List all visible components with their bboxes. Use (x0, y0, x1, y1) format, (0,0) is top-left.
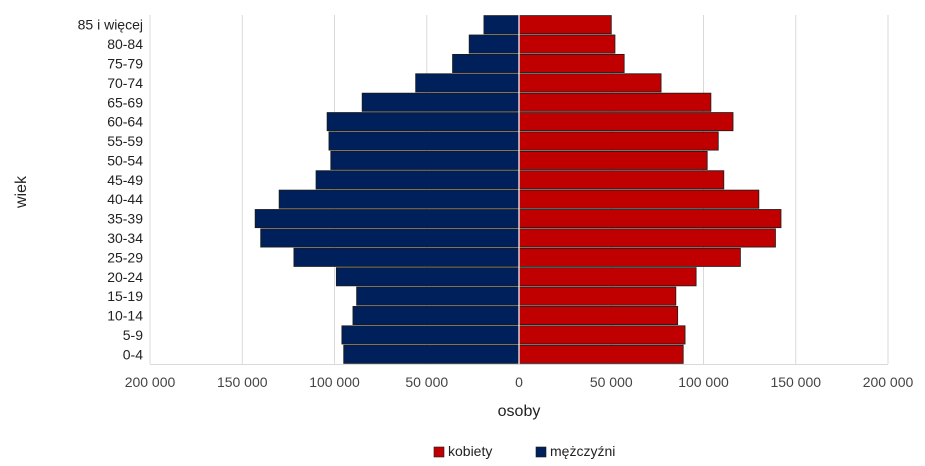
bar-kobiety (518, 325, 686, 345)
bar-mezczyzni (468, 34, 520, 54)
bar-kobiety (518, 131, 719, 151)
y-tick-label: 65-69 (107, 94, 143, 110)
bar-mezczyzni (330, 150, 520, 170)
bar-kobiety (518, 170, 725, 190)
y-tick-label: 45-49 (107, 172, 143, 188)
y-tick-label: 20-24 (107, 269, 143, 285)
bar-mezczyzni (315, 170, 520, 190)
bar-kobiety (518, 306, 679, 326)
y-tick-label: 35-39 (107, 211, 143, 227)
x-axis-title: osoby (498, 403, 541, 420)
x-tick-label: 150 000 (217, 374, 268, 390)
x-tick-label: 200 000 (125, 374, 176, 390)
legend-label: kobiety (448, 443, 492, 459)
y-tick-label: 75-79 (107, 55, 143, 71)
bar-mezczyzni (335, 267, 520, 287)
x-tick-label: 200 000 (863, 374, 914, 390)
bar-kobiety (518, 344, 684, 364)
grid (149, 15, 889, 364)
y-tick-label: 85 i więcej (78, 17, 143, 33)
y-axis-title: wiek (13, 175, 30, 209)
bar-mezczyzni (254, 209, 520, 229)
y-tick-label: 10-14 (107, 308, 143, 324)
legend-swatch (433, 446, 445, 458)
bar-kobiety (518, 150, 708, 170)
bar-kobiety (518, 112, 734, 132)
x-tick-label: 150 000 (770, 374, 821, 390)
y-tick-label: 30-34 (107, 230, 143, 246)
legend: kobiety mężczyźni (433, 443, 615, 459)
bars (254, 15, 782, 364)
bar-kobiety (518, 34, 616, 54)
y-tick-label: 25-29 (107, 249, 143, 265)
bar-kobiety (518, 267, 697, 287)
y-tick-label: 0-4 (123, 346, 143, 362)
x-tick-label: 50 000 (590, 374, 633, 390)
bar-kobiety (518, 189, 760, 209)
bar-mezczyzni (415, 73, 520, 93)
x-tick-label: 0 (515, 374, 523, 390)
bar-kobiety (518, 92, 712, 112)
y-tick-label: 55-59 (107, 133, 143, 149)
bar-mezczyzni (278, 189, 520, 209)
bar-mezczyzni (343, 344, 520, 364)
bar-mezczyzni (483, 15, 520, 35)
y-tick-label: 60-64 (107, 114, 143, 130)
y-tick-label: 40-44 (107, 191, 143, 207)
bar-mezczyzni (356, 286, 520, 306)
legend-swatch (535, 446, 547, 458)
bar-mezczyzni (293, 247, 520, 267)
legend-label: mężczyźni (550, 443, 615, 459)
x-tick-label: 100 000 (678, 374, 729, 390)
bar-mezczyzni (260, 228, 520, 248)
y-tick-label: 70-74 (107, 75, 143, 91)
y-tick-label: 5-9 (123, 327, 143, 343)
bar-mezczyzni (452, 53, 520, 73)
bar-kobiety (518, 228, 776, 248)
bar-kobiety (518, 73, 662, 93)
y-tick-label: 50-54 (107, 152, 143, 168)
bar-mezczyzni (361, 92, 520, 112)
x-tick-label: 50 000 (405, 374, 448, 390)
y-tick-label: 80-84 (107, 36, 143, 52)
y-tick-label: 15-19 (107, 288, 143, 304)
bar-kobiety (518, 53, 625, 73)
bar-kobiety (518, 247, 741, 267)
bar-mezczyzni (328, 131, 520, 151)
axes: 200 000 150 000 100 000 50 000 0 50 000 100 00… (78, 15, 914, 390)
bar-mezczyzni (352, 306, 520, 326)
bar-mezczyzni (341, 325, 520, 345)
bar-kobiety (518, 209, 782, 229)
bar-kobiety (518, 286, 677, 306)
x-tick-label: 100 000 (309, 374, 360, 390)
bar-kobiety (518, 15, 612, 35)
bar-mezczyzni (326, 112, 520, 132)
